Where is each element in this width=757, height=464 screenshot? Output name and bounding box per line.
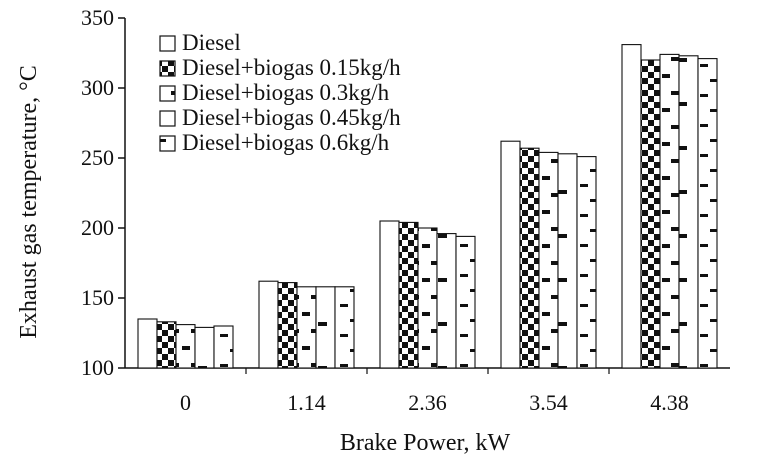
legend-label: Diesel [182, 30, 241, 55]
bar [194, 326, 215, 369]
legend-swatch [159, 60, 176, 77]
legend-label: Diesel+biogas 0.45kg/h [182, 105, 401, 130]
bar [175, 324, 196, 369]
bar [258, 280, 279, 369]
legend-swatch [159, 35, 176, 52]
bar [334, 286, 355, 369]
bar [436, 233, 457, 369]
x-tick-label: 2.36 [408, 390, 447, 415]
x-tick-label: 1.14 [287, 390, 326, 415]
legend-label: Diesel+biogas 0.3kg/h [182, 80, 390, 105]
legend-label: Diesel+biogas 0.15kg/h [182, 55, 401, 80]
bar [277, 282, 298, 369]
bar [659, 53, 680, 369]
legend-swatch [159, 85, 176, 102]
bar [137, 318, 158, 369]
x-tick-label: 0 [180, 390, 191, 415]
bar [398, 221, 419, 369]
legend-swatch [159, 135, 176, 152]
bar [417, 227, 438, 369]
bar [621, 44, 642, 369]
bar [315, 286, 336, 369]
bar [538, 151, 559, 369]
bar [519, 147, 540, 369]
y-tick-label: 150 [81, 285, 114, 310]
bar [678, 55, 699, 369]
bar [156, 321, 177, 369]
y-tick-label: 200 [81, 215, 114, 240]
bar [697, 58, 718, 369]
bar [379, 220, 400, 369]
y-tick-label: 100 [81, 355, 114, 380]
legend-swatch [159, 110, 176, 127]
bar [296, 286, 317, 369]
x-tick-label: 4.38 [650, 390, 689, 415]
legend-label: Diesel+biogas 0.6kg/h [182, 130, 390, 155]
bar [576, 156, 597, 369]
y-tick-label: 350 [81, 5, 114, 30]
bar [500, 140, 521, 369]
bar [640, 59, 661, 369]
plot-area: 100 150 200 250 300 350 0 1.14 2.36 3.54 4.38 [81, 5, 730, 415]
bar [557, 153, 578, 369]
y-axis-title: Exhaust gas temperature, °C [16, 65, 42, 339]
bar [455, 235, 476, 369]
y-tick-label: 300 [81, 75, 114, 100]
x-tick-label: 3.54 [529, 390, 568, 415]
bar [213, 325, 234, 369]
y-tick-label: 250 [81, 145, 114, 170]
x-axis-title: Brake Power, kW [340, 430, 511, 456]
